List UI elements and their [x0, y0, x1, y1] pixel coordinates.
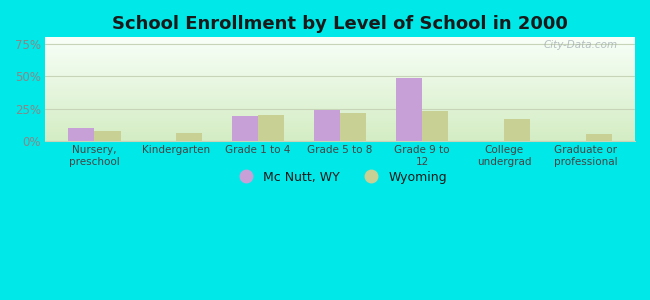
- Bar: [232, 116, 258, 141]
- Bar: [176, 133, 202, 141]
- Bar: [504, 119, 530, 141]
- Legend: Mc Nutt, WY, Wyoming: Mc Nutt, WY, Wyoming: [228, 166, 452, 189]
- Title: School Enrollment by Level of School in 2000: School Enrollment by Level of School in …: [112, 15, 568, 33]
- Bar: [422, 111, 448, 141]
- Bar: [586, 134, 612, 141]
- Bar: [314, 110, 340, 141]
- Bar: [340, 113, 367, 141]
- Bar: [94, 131, 120, 141]
- Bar: [68, 128, 94, 141]
- Bar: [258, 115, 285, 141]
- Text: City-Data.com: City-Data.com: [543, 40, 618, 50]
- Bar: [396, 78, 422, 141]
